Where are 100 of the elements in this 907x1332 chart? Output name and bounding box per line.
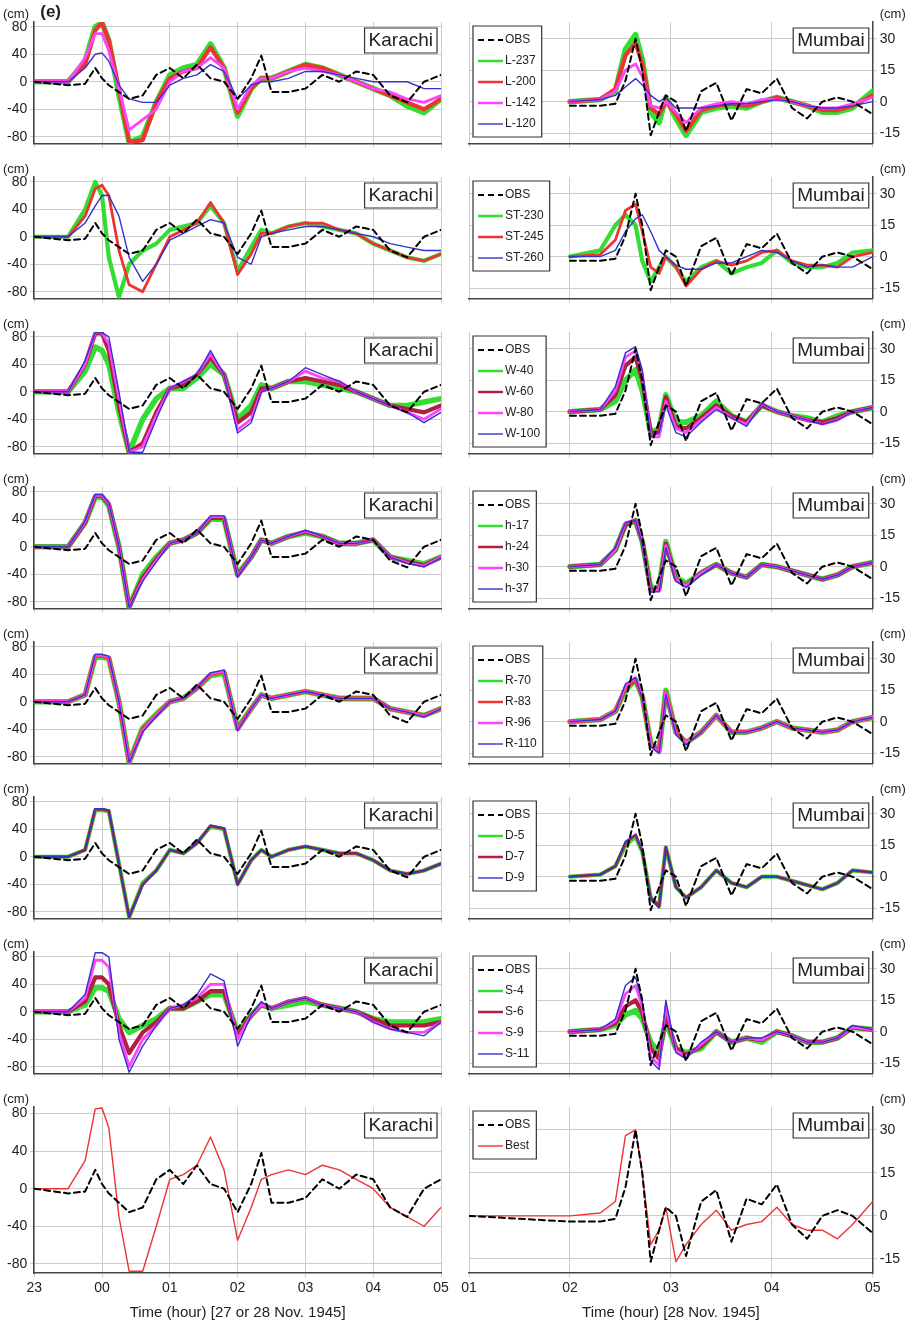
y-tick-label: 0 — [19, 1002, 28, 1019]
annotation: Mumbai — [797, 959, 865, 981]
annotation: Karachi — [368, 649, 433, 671]
y-tick-label: 0 — [19, 72, 28, 89]
y-tick-label: 0 — [879, 1022, 888, 1039]
y-tick-label: 40 — [11, 975, 28, 992]
x-tick-label: 02 — [562, 1279, 578, 1296]
legend-label: OBS — [505, 807, 531, 822]
y-axis-title: (cm) — [3, 1091, 29, 1107]
x-tick-label: 00 — [94, 1279, 111, 1296]
y-tick-label: 0 — [879, 712, 888, 729]
x-tick-label: 01 — [162, 1279, 178, 1296]
y-tick-label: 15 — [879, 1163, 896, 1180]
y-tick-label: 40 — [11, 1141, 28, 1158]
x-tick-label: 04 — [365, 1279, 382, 1296]
annotation: Mumbai — [797, 184, 865, 206]
y-axis-title: (cm) — [879, 936, 906, 952]
y-tick-label: 30 — [879, 184, 896, 201]
x-tick-label: 23 — [26, 1279, 43, 1296]
y-tick-label: 40 — [11, 200, 28, 217]
legend-label: h-37 — [505, 581, 530, 596]
y-tick-label: 40 — [11, 355, 28, 372]
y-tick-label: -80 — [7, 127, 28, 144]
legend-label: L-120 — [505, 116, 537, 131]
legend-label: S-9 — [505, 1025, 524, 1040]
y-tick-label: 40 — [11, 665, 28, 682]
legend-label: OBS — [505, 962, 531, 977]
y-tick-label: 0 — [879, 92, 888, 109]
legend-label: D-5 — [505, 828, 525, 843]
annotation: Mumbai — [797, 339, 865, 361]
legend-label: S-11 — [505, 1046, 530, 1061]
legend-label: W-100 — [505, 426, 541, 441]
y-tick-label: -40 — [7, 1030, 28, 1047]
legend-label: OBS — [505, 342, 531, 357]
y-tick-label: 15 — [879, 836, 896, 853]
legend-label: R-83 — [505, 694, 532, 709]
y-tick-label: -15 — [879, 898, 901, 915]
y-tick-label: 15 — [879, 61, 896, 78]
y-tick-label: -80 — [7, 902, 28, 919]
y-tick-label: 0 — [19, 382, 28, 399]
x-tick-label: 05 — [864, 1279, 881, 1296]
y-tick-label: -15 — [879, 123, 901, 140]
x-tick-label: 04 — [764, 1279, 780, 1296]
y-tick-label: 30 — [879, 804, 896, 821]
annotation: Karachi — [368, 29, 433, 51]
x-tick-label: 01 — [461, 1279, 477, 1296]
y-tick-label: -15 — [879, 1249, 901, 1266]
y-tick-label: -80 — [7, 747, 28, 764]
annotation: Mumbai — [797, 29, 865, 51]
y-tick-label: 15 — [879, 526, 896, 543]
legend-label: L-200 — [505, 74, 537, 89]
y-tick-label: 0 — [19, 1179, 28, 1196]
x-tick-label: 02 — [229, 1279, 246, 1296]
y-tick-label: 40 — [11, 510, 28, 527]
annotation: Karachi — [368, 1114, 433, 1136]
y-tick-label: -40 — [7, 720, 28, 737]
x-tick-label: 03 — [663, 1279, 679, 1296]
legend-label: Best — [505, 1138, 530, 1153]
y-tick-label: -80 — [7, 592, 28, 609]
y-tick-label: 30 — [879, 1120, 896, 1137]
legend-label: h-17 — [505, 518, 530, 533]
y-axis-title: (cm) — [879, 471, 906, 487]
legend-label: W-40 — [505, 363, 534, 378]
y-tick-label: -40 — [7, 100, 28, 117]
y-tick-label: -15 — [879, 1053, 901, 1070]
y-tick-label: 0 — [19, 227, 28, 244]
y-tick-label: -40 — [7, 565, 28, 582]
legend-label: W-80 — [505, 405, 534, 420]
y-axis-title: (cm) — [879, 161, 906, 177]
legend-label: S-6 — [505, 1004, 524, 1019]
legend-label: h-30 — [505, 560, 530, 575]
y-tick-label: 15 — [879, 216, 896, 233]
y-tick-label: -80 — [7, 437, 28, 454]
annotation: Mumbai — [797, 1114, 865, 1136]
legend-label: R-70 — [505, 673, 532, 688]
legend-label: OBS — [505, 187, 531, 202]
y-axis-title: (cm) — [879, 6, 906, 22]
y-tick-label: -15 — [879, 743, 901, 760]
y-tick-label: 0 — [879, 557, 888, 574]
annotation: Karachi — [368, 804, 433, 826]
legend-label: OBS — [505, 32, 531, 47]
legend-label: h-24 — [505, 539, 530, 554]
x-axis-title: Time (hour) [27 or 28 Nov. 1945] — [129, 1303, 346, 1321]
y-tick-label: 0 — [19, 692, 28, 709]
legend-label: R-96 — [505, 715, 532, 730]
y-tick-label: -15 — [879, 433, 901, 450]
y-tick-label: 30 — [879, 29, 896, 46]
y-axis-title: (cm) — [879, 316, 906, 332]
legend-label: OBS — [505, 497, 531, 512]
y-tick-label: 30 — [879, 494, 896, 511]
legend-label: ST-230 — [505, 208, 545, 223]
y-tick-label: -15 — [879, 278, 901, 295]
annotation: Mumbai — [797, 804, 865, 826]
y-tick-label: 0 — [19, 537, 28, 554]
annotation: Karachi — [368, 494, 433, 516]
y-tick-label: 0 — [879, 402, 888, 419]
y-tick-label: 0 — [19, 847, 28, 864]
x-axis-title: Time (hour) [28 Nov. 1945] — [582, 1303, 760, 1321]
legend-label: D-9 — [505, 870, 525, 885]
y-tick-label: 30 — [879, 959, 896, 976]
